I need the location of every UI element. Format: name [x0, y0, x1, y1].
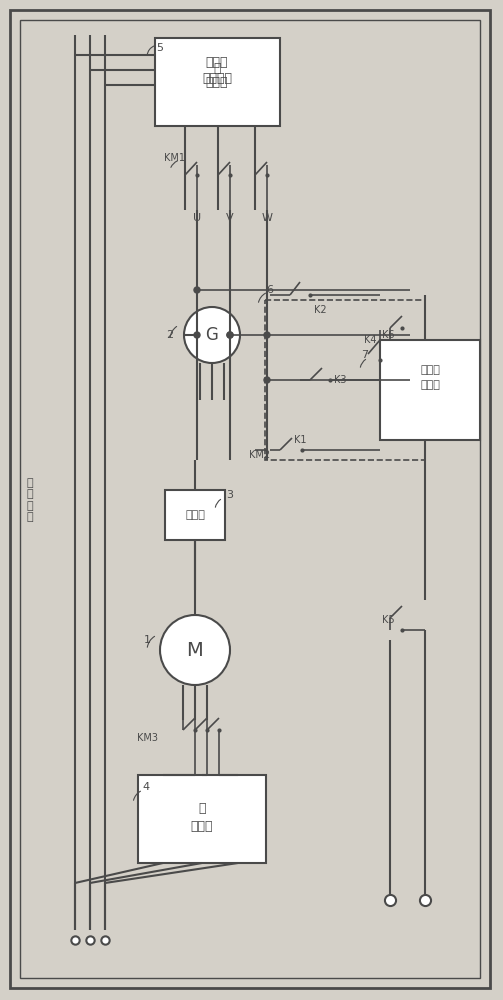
Text: 变流器: 变流器	[206, 55, 228, 68]
Text: 扭矩仪: 扭矩仪	[185, 510, 205, 520]
Text: 2: 2	[166, 330, 174, 340]
Text: 3: 3	[226, 490, 233, 500]
Text: K5: K5	[382, 615, 394, 625]
Text: 变流器: 变流器	[206, 76, 228, 89]
Bar	[380, 340, 480, 440]
Text: 一变流器: 一变流器	[202, 72, 232, 85]
Text: 试
验
电
源: 试 验 电 源	[27, 478, 33, 522]
Text: K2: K2	[314, 305, 326, 315]
Text: 7: 7	[362, 350, 369, 360]
Circle shape	[264, 377, 270, 383]
Text: 电阻测: 电阻测	[420, 365, 440, 375]
Bar	[138, 775, 266, 863]
Circle shape	[160, 615, 230, 685]
Text: K3: K3	[334, 375, 346, 385]
Circle shape	[194, 287, 200, 293]
Text: 1: 1	[143, 635, 150, 645]
Circle shape	[264, 332, 270, 338]
Text: KM3: KM3	[137, 733, 158, 743]
Text: U: U	[193, 213, 201, 223]
Bar	[155, 38, 280, 126]
Text: M: M	[187, 641, 203, 660]
Text: 5: 5	[156, 43, 163, 53]
Text: 6: 6	[267, 285, 274, 295]
Circle shape	[227, 332, 233, 338]
Text: 变流器: 变流器	[191, 820, 213, 834]
Text: 一: 一	[198, 802, 206, 816]
Text: V: V	[226, 213, 234, 223]
Text: 4: 4	[142, 782, 149, 792]
Bar	[165, 490, 225, 540]
Text: G: G	[206, 326, 218, 344]
Text: 量装置: 量装置	[420, 380, 440, 390]
Text: K4: K4	[364, 335, 376, 345]
Text: 一: 一	[213, 62, 221, 75]
Circle shape	[227, 332, 233, 338]
Circle shape	[194, 332, 200, 338]
Text: KM1: KM1	[164, 153, 186, 163]
Text: K6: K6	[382, 330, 394, 340]
Text: K1: K1	[294, 435, 306, 445]
Bar	[265, 300, 425, 460]
Text: KM2: KM2	[249, 450, 271, 460]
Circle shape	[184, 307, 240, 363]
Text: W: W	[262, 213, 273, 223]
